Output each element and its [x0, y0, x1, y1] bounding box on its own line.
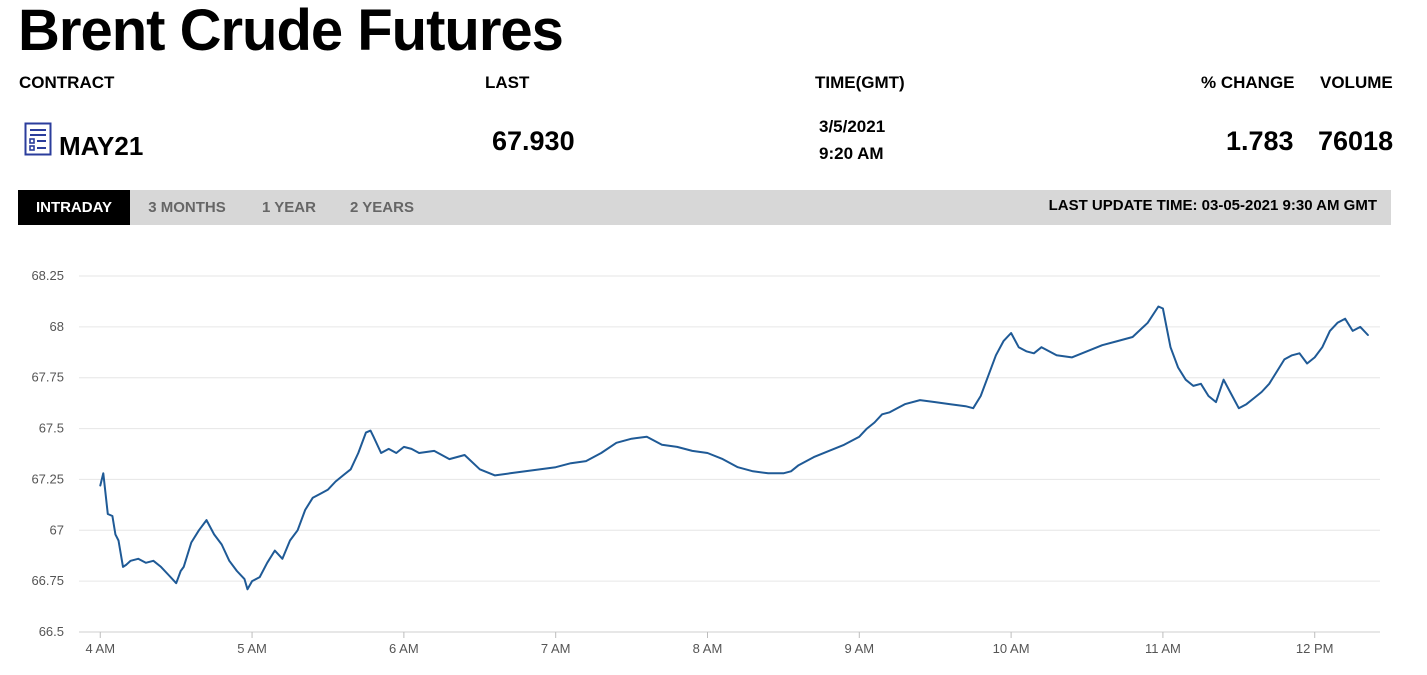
quote-date: 3/5/2021	[819, 117, 886, 136]
y-tick-label: 66.75	[31, 573, 64, 588]
y-tick-label: 68.25	[31, 268, 64, 283]
page-title: Brent Crude Futures	[18, 0, 564, 63]
x-tick-label: 11 AM	[1145, 641, 1181, 656]
x-tick-label: 12 PM	[1296, 641, 1334, 656]
y-tick-label: 67	[50, 522, 64, 537]
y-tick-label: 66.5	[39, 624, 64, 639]
quote-time: 9:20 AM	[819, 144, 884, 163]
tab-2-years[interactable]: 2 YEARS	[350, 199, 414, 216]
x-tick-label: 9 AM	[844, 641, 874, 656]
contract-header: CONTRACT	[19, 73, 115, 92]
y-tick-label: 67.25	[31, 471, 64, 486]
percent-change: 1.783	[1226, 126, 1294, 156]
y-tick-label: 67.5	[39, 421, 64, 436]
x-tick-label: 6 AM	[389, 641, 419, 656]
tab-intraday[interactable]: INTRADAY	[18, 190, 130, 225]
x-tick-label: 5 AM	[237, 641, 267, 656]
tab-1-year[interactable]: 1 YEAR	[262, 199, 316, 216]
volume-header: VOLUME	[1320, 73, 1393, 92]
x-tick-label: 10 AM	[993, 641, 1030, 656]
last-price: 67.930	[492, 126, 575, 156]
tab-3-months[interactable]: 3 MONTHS	[148, 199, 226, 216]
last-header: LAST	[485, 73, 530, 92]
y-tick-label: 68	[50, 319, 64, 334]
x-tick-label: 8 AM	[693, 641, 723, 656]
document-chart-icon[interactable]	[24, 122, 52, 156]
y-tick-label: 67.75	[31, 370, 64, 385]
range-tab-bar: INTRADAY 3 MONTHS 1 YEAR 2 YEARS LAST UP…	[18, 190, 1391, 225]
x-tick-label: 4 AM	[85, 641, 115, 656]
volume-value: 76018	[1318, 126, 1394, 156]
x-tick-label: 7 AM	[541, 641, 571, 656]
time-header: TIME(GMT)	[815, 73, 905, 92]
change-header: % CHANGE	[1201, 73, 1295, 92]
intraday-price-chart: 66.5 66.75 67 67.25 67.5 67.75 68 68.25 4 AM 5 A…	[31, 268, 1380, 656]
price-series-line	[99, 305, 1369, 591]
contract-name[interactable]: MAY21	[59, 131, 144, 161]
last-update-time: LAST UPDATE TIME: 03-05-2021 9:30 AM GMT	[1048, 197, 1377, 214]
